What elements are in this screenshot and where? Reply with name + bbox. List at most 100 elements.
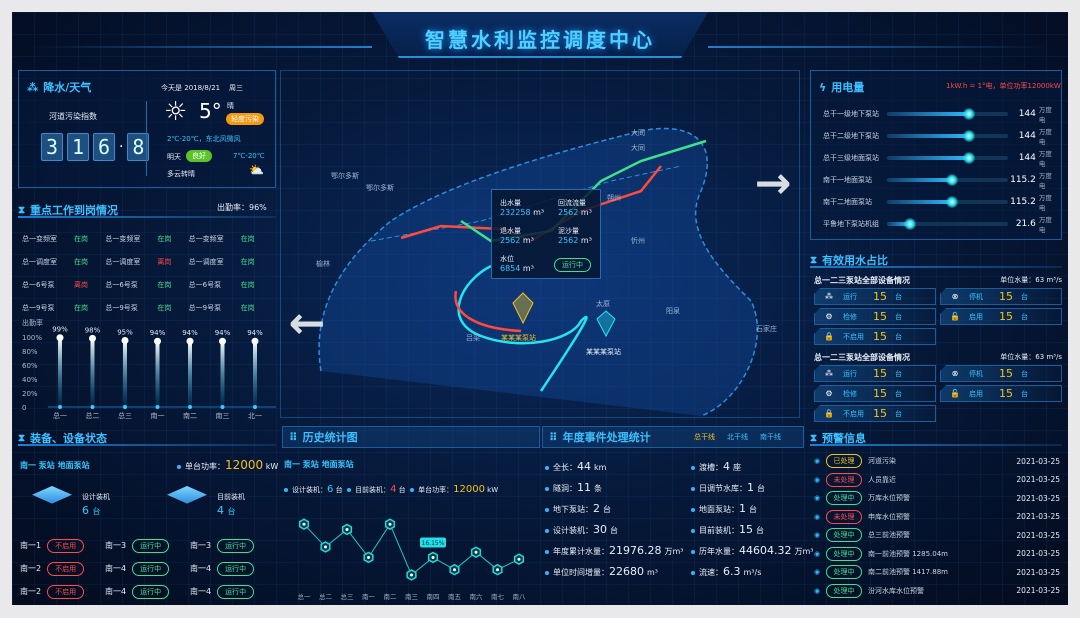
data-point-center xyxy=(517,557,521,561)
alert-item[interactable]: ◉ 处理中 万库水位预警 2021-03-25 xyxy=(814,489,1060,508)
water-title: ⧗ 有效用水占比 xyxy=(810,254,889,267)
bullet-icon: ◉ xyxy=(814,531,821,540)
alert-item[interactable]: ◉ 处理中 南一前池预警 1285.04m 2021-03-25 xyxy=(814,545,1060,564)
tab-3[interactable]: 南干线 xyxy=(760,433,781,441)
hourglass-icon: ⧗ xyxy=(810,254,818,266)
alerts-title: ⧗ 预警信息 xyxy=(810,432,867,445)
bar-base xyxy=(123,405,127,409)
group-header: 总一二三泵站全部设备情况 单位水量：63 m³/s xyxy=(814,349,1062,365)
x-tick-label: 南五 xyxy=(448,592,462,601)
device-icon xyxy=(167,486,207,504)
x-tick-label: 南一 xyxy=(151,411,165,420)
unit-row: 南一2 不启用 南一4 运行中 南一4 运行中 xyxy=(20,557,275,580)
tab-2[interactable]: 北干线 xyxy=(727,433,748,441)
bullet xyxy=(545,528,549,533)
temperature: 5° xyxy=(199,99,222,123)
attendance-item: 总一变频室 在岗 xyxy=(189,234,272,244)
device-label: 检修 xyxy=(843,389,857,398)
device-status: 🔒 不启用 15 台 xyxy=(814,405,936,422)
data-point-center xyxy=(431,555,435,559)
station-marker-icon[interactable] xyxy=(512,292,534,325)
y-tick-label: 40% xyxy=(22,376,38,384)
alert-date: 2021-03-25 xyxy=(1016,549,1060,559)
x-tick-label: 南八 xyxy=(513,592,527,601)
place-label: 大同 xyxy=(631,144,645,152)
bullet-icon: ◉ xyxy=(814,494,821,503)
alert-item[interactable]: ◉ 处理中 南二前池预警 1417.88m 2021-03-25 xyxy=(814,563,1060,582)
bar-base xyxy=(90,405,95,409)
power-bar xyxy=(886,130,1009,142)
route-cyan xyxy=(457,264,588,392)
post-name: 总一6号泵 xyxy=(188,280,222,289)
power-bar xyxy=(886,218,1009,230)
station-name: 平鲁地下泵站机组 xyxy=(823,220,879,228)
divider xyxy=(32,46,372,48)
alert-item[interactable]: ◉ 处理中 汾河水库水位预警 2021-03-25 xyxy=(814,582,1060,601)
station-marker-icon[interactable] xyxy=(596,310,616,338)
unit-item: 南一4 运行中 xyxy=(105,561,190,576)
x-tick-label: 南三 xyxy=(405,592,419,601)
status-badge: 处理中 xyxy=(826,583,862,598)
power-fill xyxy=(886,178,953,182)
x-tick-label: 总三 xyxy=(341,592,355,601)
power-row: 平鲁地下泵站机组 21.6 万度电 xyxy=(823,213,1058,235)
device-status: ⚙ 检修 15 台 xyxy=(814,385,936,402)
power-value: 115.2 xyxy=(1010,175,1036,185)
device-count: 15 xyxy=(999,290,1013,303)
bar-base xyxy=(58,405,62,409)
station-name: 总干三级地面泵站 xyxy=(823,154,879,162)
bar-cap xyxy=(56,334,64,342)
unit-name: 南一4 xyxy=(105,564,127,573)
alert-item[interactable]: ◉ 处理中 总三前池预警 2021-03-25 xyxy=(814,526,1060,545)
post-name: 总一9号泵 xyxy=(105,303,138,312)
power-unit: 万度电 xyxy=(1038,172,1052,190)
alert-item[interactable]: ◉ 已处理 河道污染 2021-03-25 xyxy=(814,452,1060,471)
data-point-center xyxy=(302,522,306,526)
stat-item: 目前装机：15 台 xyxy=(691,523,807,536)
station-label[interactable]: 某某某泵站 xyxy=(586,348,621,356)
post-status: 离岗 xyxy=(157,257,172,266)
status-badge: 运行中 xyxy=(217,584,255,599)
alert-text: 南二前池预警 1417.88m xyxy=(868,568,948,577)
bar xyxy=(90,338,95,407)
bullet-icon: ◉ xyxy=(814,512,821,521)
power-value: 115.2 xyxy=(1010,197,1036,207)
stat-item: 流速：6.3 m³/s xyxy=(691,565,807,578)
device-unit: 台 xyxy=(895,409,902,418)
stat-item: 单位时间增量：22680 m³ xyxy=(545,565,691,578)
alert-text: 人员靠近 xyxy=(868,475,896,484)
post-name: 总一调度室 xyxy=(22,257,57,266)
alert-date: 2021-03-25 xyxy=(1016,586,1060,596)
device-grid: ⁂ 运行 15 台 ⊗ 停机 15 台 ⚙ 检修 15 台 🔓 启用 15 台 🔒 不启用 15 台 xyxy=(814,288,1062,345)
power-unit: 万度电 xyxy=(1038,128,1052,146)
alert-date: 2021-03-25 xyxy=(1016,475,1060,485)
stat-label: 隧洞： xyxy=(553,484,577,493)
post-name: 总一9号泵 xyxy=(22,303,55,312)
stat-unit: m³ xyxy=(647,568,658,577)
attendance-rate: 出勤率：96% xyxy=(217,203,267,212)
tab-1[interactable]: 总干线 xyxy=(694,433,715,441)
next-arrow-button[interactable]: → xyxy=(754,158,792,209)
bar-cap xyxy=(219,337,226,345)
bar-cap xyxy=(251,337,259,345)
alert-item[interactable]: ◉ 未处理 申库水位预警 2021-03-25 xyxy=(814,508,1060,527)
alert-item[interactable]: ◉ 未处理 人员靠近 2021-03-25 xyxy=(814,471,1060,490)
place-label: 太原 xyxy=(596,300,610,308)
sun-icon: ☼ xyxy=(164,97,188,127)
station-label[interactable]: 某某某泵站 xyxy=(501,334,536,342)
unit-name: 南一2 xyxy=(20,564,42,573)
power-knob xyxy=(963,130,976,142)
device-unit: 台 xyxy=(1021,369,1028,378)
prev-arrow-button[interactable]: ← xyxy=(288,298,326,349)
data-label: 94% xyxy=(150,329,166,337)
device-label: 启用 xyxy=(969,389,983,398)
post-status: 在岗 xyxy=(240,257,255,266)
data-point-center xyxy=(324,545,327,549)
annual-title: ⠿ 年度事件处理统计 xyxy=(542,426,804,448)
bar xyxy=(155,341,160,407)
unit-name: 南一4 xyxy=(105,587,127,596)
x-tick-label: 总一 xyxy=(298,592,312,601)
y-axis-label: 出勤率 xyxy=(22,318,43,327)
unit-name: 南一3 xyxy=(190,541,212,550)
bar xyxy=(188,341,192,407)
